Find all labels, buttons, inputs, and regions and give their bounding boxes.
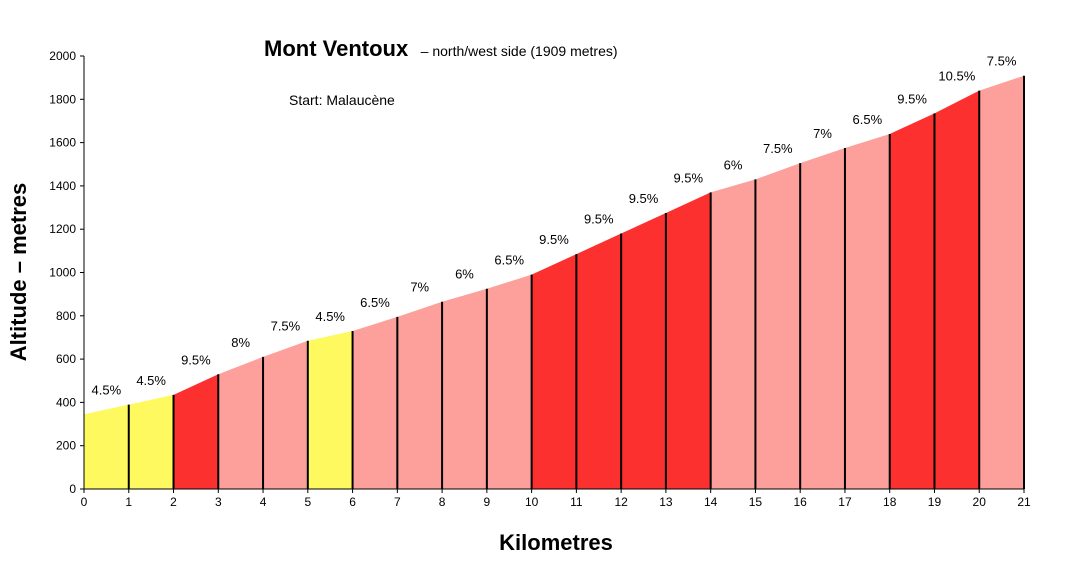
y-tick-label: 0 bbox=[69, 482, 76, 496]
segment-area bbox=[979, 75, 1024, 489]
segment-area bbox=[397, 301, 443, 489]
segment-area bbox=[621, 212, 666, 489]
x-tick-label: 4 bbox=[260, 495, 267, 509]
gradient-label: 7% bbox=[410, 280, 429, 295]
gradient-label: 9.5% bbox=[673, 170, 703, 185]
x-tick-label: 3 bbox=[215, 495, 222, 509]
segment-area bbox=[218, 356, 264, 489]
segment-area bbox=[352, 316, 398, 489]
gradient-label: 9.5% bbox=[584, 212, 614, 227]
y-tick-label: 1600 bbox=[49, 136, 76, 150]
gradient-label: 9.5% bbox=[629, 191, 659, 206]
segment-area bbox=[531, 254, 577, 489]
y-axis-ticks: 0 200 400 600 800 1000 1200 1400 1600 1800 2000 bbox=[49, 49, 84, 496]
y-tick-label: 2000 bbox=[49, 49, 76, 63]
gradient-label: 6% bbox=[455, 267, 474, 282]
segment-area bbox=[934, 90, 980, 489]
segment-area bbox=[576, 233, 622, 489]
x-tick-label: 17 bbox=[838, 495, 852, 509]
x-tick-label: 8 bbox=[439, 495, 446, 509]
x-tick-label: 13 bbox=[659, 495, 673, 509]
segment-area bbox=[486, 274, 532, 489]
km-dividers bbox=[127, 75, 1025, 489]
segment-area bbox=[755, 163, 801, 490]
gradient-label: 9.5% bbox=[539, 232, 569, 247]
chart-title-main: Mont Ventoux bbox=[264, 36, 409, 61]
y-tick-label: 1800 bbox=[49, 92, 76, 106]
x-tick-label: 20 bbox=[973, 495, 987, 509]
gradient-label: 6% bbox=[724, 157, 743, 172]
x-tick-label: 12 bbox=[614, 495, 628, 509]
y-tick-label: 1000 bbox=[49, 266, 76, 280]
y-tick-label: 800 bbox=[56, 309, 76, 323]
chart-title: Mont Ventoux – north/west side (1909 met… bbox=[264, 36, 618, 61]
segment-area bbox=[128, 394, 174, 489]
gradient-label: 8% bbox=[231, 335, 250, 350]
segment-area bbox=[800, 148, 845, 489]
gradient-labels: 4.5% 4.5% 9.5% 8% 7.5% 4.5% 6.5% 7% 6% 6.5% 9.5% 9.… bbox=[92, 54, 1017, 398]
y-tick-label: 1400 bbox=[49, 179, 76, 193]
x-tick-label: 16 bbox=[794, 495, 808, 509]
chart-subtitle: – north/west side (1909 metres) bbox=[421, 43, 618, 59]
segment-area bbox=[844, 133, 890, 489]
gradient-label: 9.5% bbox=[897, 91, 927, 106]
y-tick-label: 400 bbox=[56, 395, 76, 409]
x-tick-label: 9 bbox=[484, 495, 491, 509]
segment-area bbox=[263, 340, 308, 489]
segment-area bbox=[889, 113, 935, 489]
gradient-label: 7.5% bbox=[271, 319, 301, 334]
x-tick-label: 5 bbox=[304, 495, 311, 509]
gradient-label: 4.5% bbox=[92, 383, 122, 398]
gradient-label: 9.5% bbox=[181, 352, 211, 367]
segment-areas bbox=[84, 75, 1024, 490]
y-tick-label: 1200 bbox=[49, 222, 76, 236]
y-tick-label: 200 bbox=[56, 439, 76, 453]
segment-area bbox=[665, 192, 711, 489]
gradient-label: 6.5% bbox=[494, 253, 524, 268]
gradient-label: 4.5% bbox=[136, 373, 166, 388]
gradient-label: 7.5% bbox=[987, 54, 1017, 69]
segment-area bbox=[173, 374, 219, 489]
x-tick-label: 0 bbox=[81, 495, 88, 509]
start-annotation: Start: Malaucène bbox=[289, 92, 395, 108]
gradient-label: 6.5% bbox=[360, 295, 390, 310]
x-tick-label: 14 bbox=[704, 495, 718, 509]
gradient-label: 6.5% bbox=[853, 112, 883, 127]
gradient-label: 4.5% bbox=[315, 309, 345, 324]
segment-area bbox=[442, 288, 487, 489]
x-tick-label: 7 bbox=[394, 495, 401, 509]
x-tick-label: 21 bbox=[1017, 495, 1031, 509]
x-tick-label: 15 bbox=[749, 495, 763, 509]
x-tick-label: 10 bbox=[525, 495, 539, 509]
x-tick-label: 6 bbox=[349, 495, 356, 509]
x-tick-label: 1 bbox=[125, 495, 132, 509]
y-tick-label: 600 bbox=[56, 352, 76, 366]
x-tick-label: 18 bbox=[883, 495, 897, 509]
gradient-label: 7% bbox=[813, 126, 832, 141]
segment-area bbox=[307, 330, 353, 489]
segment-area bbox=[84, 404, 129, 489]
x-tick-label: 2 bbox=[170, 495, 177, 509]
y-axis-title: Altitude – metres bbox=[6, 183, 31, 362]
x-tick-label: 11 bbox=[570, 495, 583, 509]
x-axis-ticks: 0 1 2 3 4 5 6 7 8 9 10 11 12 13 14 15 16 17 18 19 20 21 bbox=[81, 489, 1031, 509]
segment-area bbox=[710, 179, 756, 489]
x-tick-label: 19 bbox=[928, 495, 942, 509]
gradient-label: 7.5% bbox=[763, 141, 793, 156]
gradient-label: 10.5% bbox=[938, 69, 975, 84]
x-axis-title: Kilometres bbox=[499, 530, 613, 555]
